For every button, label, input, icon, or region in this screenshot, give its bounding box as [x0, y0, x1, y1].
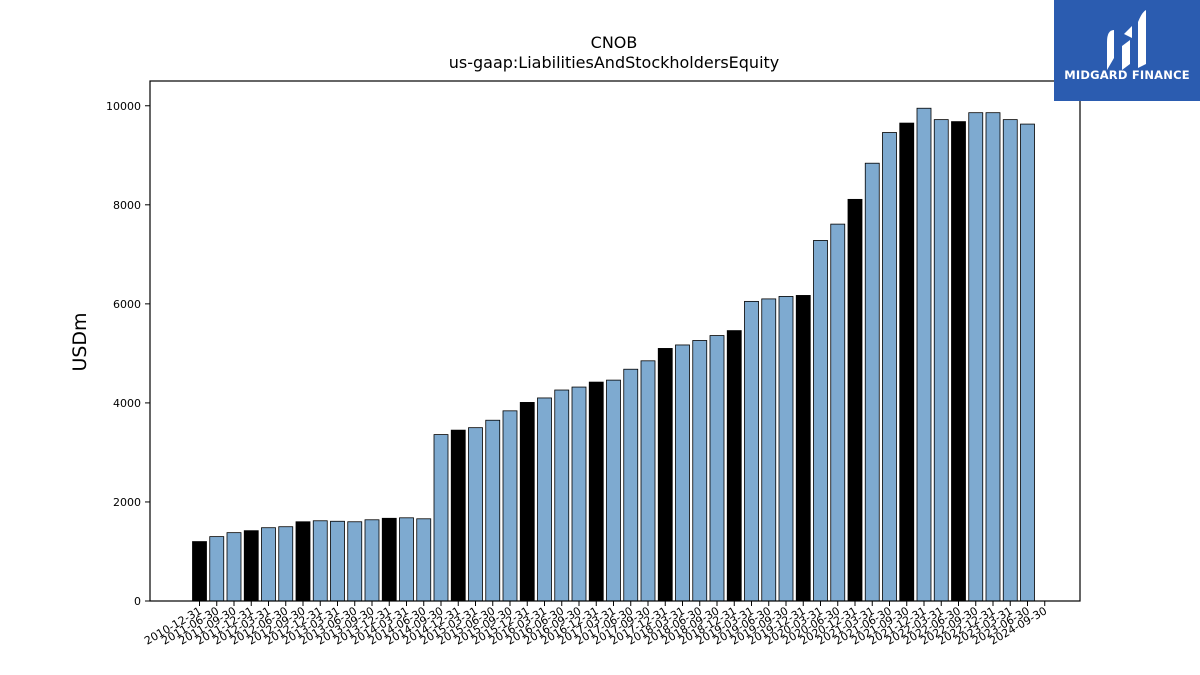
y-tick-label: 6000 — [113, 298, 141, 311]
bar — [813, 240, 828, 602]
bar — [347, 521, 363, 602]
bar — [295, 521, 311, 602]
bar — [485, 419, 501, 602]
bar — [675, 344, 690, 602]
bar — [709, 335, 725, 602]
bar — [381, 517, 397, 602]
bar — [916, 107, 932, 602]
bar — [278, 526, 294, 602]
bar — [847, 198, 863, 602]
bar — [985, 112, 1001, 602]
bar — [882, 132, 897, 602]
chart-title: CNOB — [591, 33, 638, 52]
bar — [606, 379, 621, 602]
bar — [951, 121, 966, 602]
bar — [261, 527, 276, 602]
logo-text: MIDGARD FINANCE — [1064, 68, 1190, 82]
bar — [933, 119, 949, 602]
bar — [502, 410, 518, 602]
bar — [226, 532, 242, 602]
bar — [364, 519, 380, 602]
plot-area: 02000400060008000100002010-12-312011-06-… — [106, 100, 1049, 648]
bar — [450, 429, 466, 602]
bar — [588, 381, 604, 602]
bar — [623, 368, 639, 602]
bar — [468, 427, 483, 602]
bar — [795, 295, 811, 602]
logo-mark-icon — [1107, 10, 1146, 70]
bar — [243, 530, 259, 602]
y-tick-label: 0 — [134, 595, 141, 608]
bar — [1020, 123, 1035, 602]
bar — [968, 112, 984, 602]
y-tick-label: 8000 — [113, 199, 141, 212]
bar — [761, 298, 777, 602]
bar — [399, 517, 414, 602]
bar — [312, 520, 328, 602]
bar — [692, 340, 708, 602]
bar — [864, 162, 880, 602]
bar — [1002, 119, 1018, 602]
chart-subtitle: us-gaap:LiabilitiesAndStockholdersEquity — [449, 53, 780, 72]
bar — [657, 348, 673, 602]
y-tick-label: 4000 — [113, 397, 141, 410]
bar — [640, 360, 656, 602]
bar — [416, 518, 432, 602]
bar — [519, 402, 535, 602]
y-axis-label: USDm — [69, 312, 91, 371]
bar — [744, 300, 759, 602]
plot-frame — [149, 80, 1081, 602]
bar — [830, 223, 846, 602]
bar — [192, 541, 207, 602]
midgard-finance-logo: MIDGARD FINANCE — [1054, 0, 1200, 101]
bar — [554, 389, 570, 602]
bar — [571, 386, 587, 602]
bar — [899, 122, 915, 602]
bar — [330, 520, 345, 602]
bar — [778, 296, 794, 602]
bar — [537, 397, 552, 602]
y-tick-label: 10000 — [106, 100, 141, 113]
y-tick-label: 2000 — [113, 496, 141, 509]
bar — [433, 434, 449, 602]
bar — [209, 536, 225, 602]
bar — [726, 330, 742, 602]
